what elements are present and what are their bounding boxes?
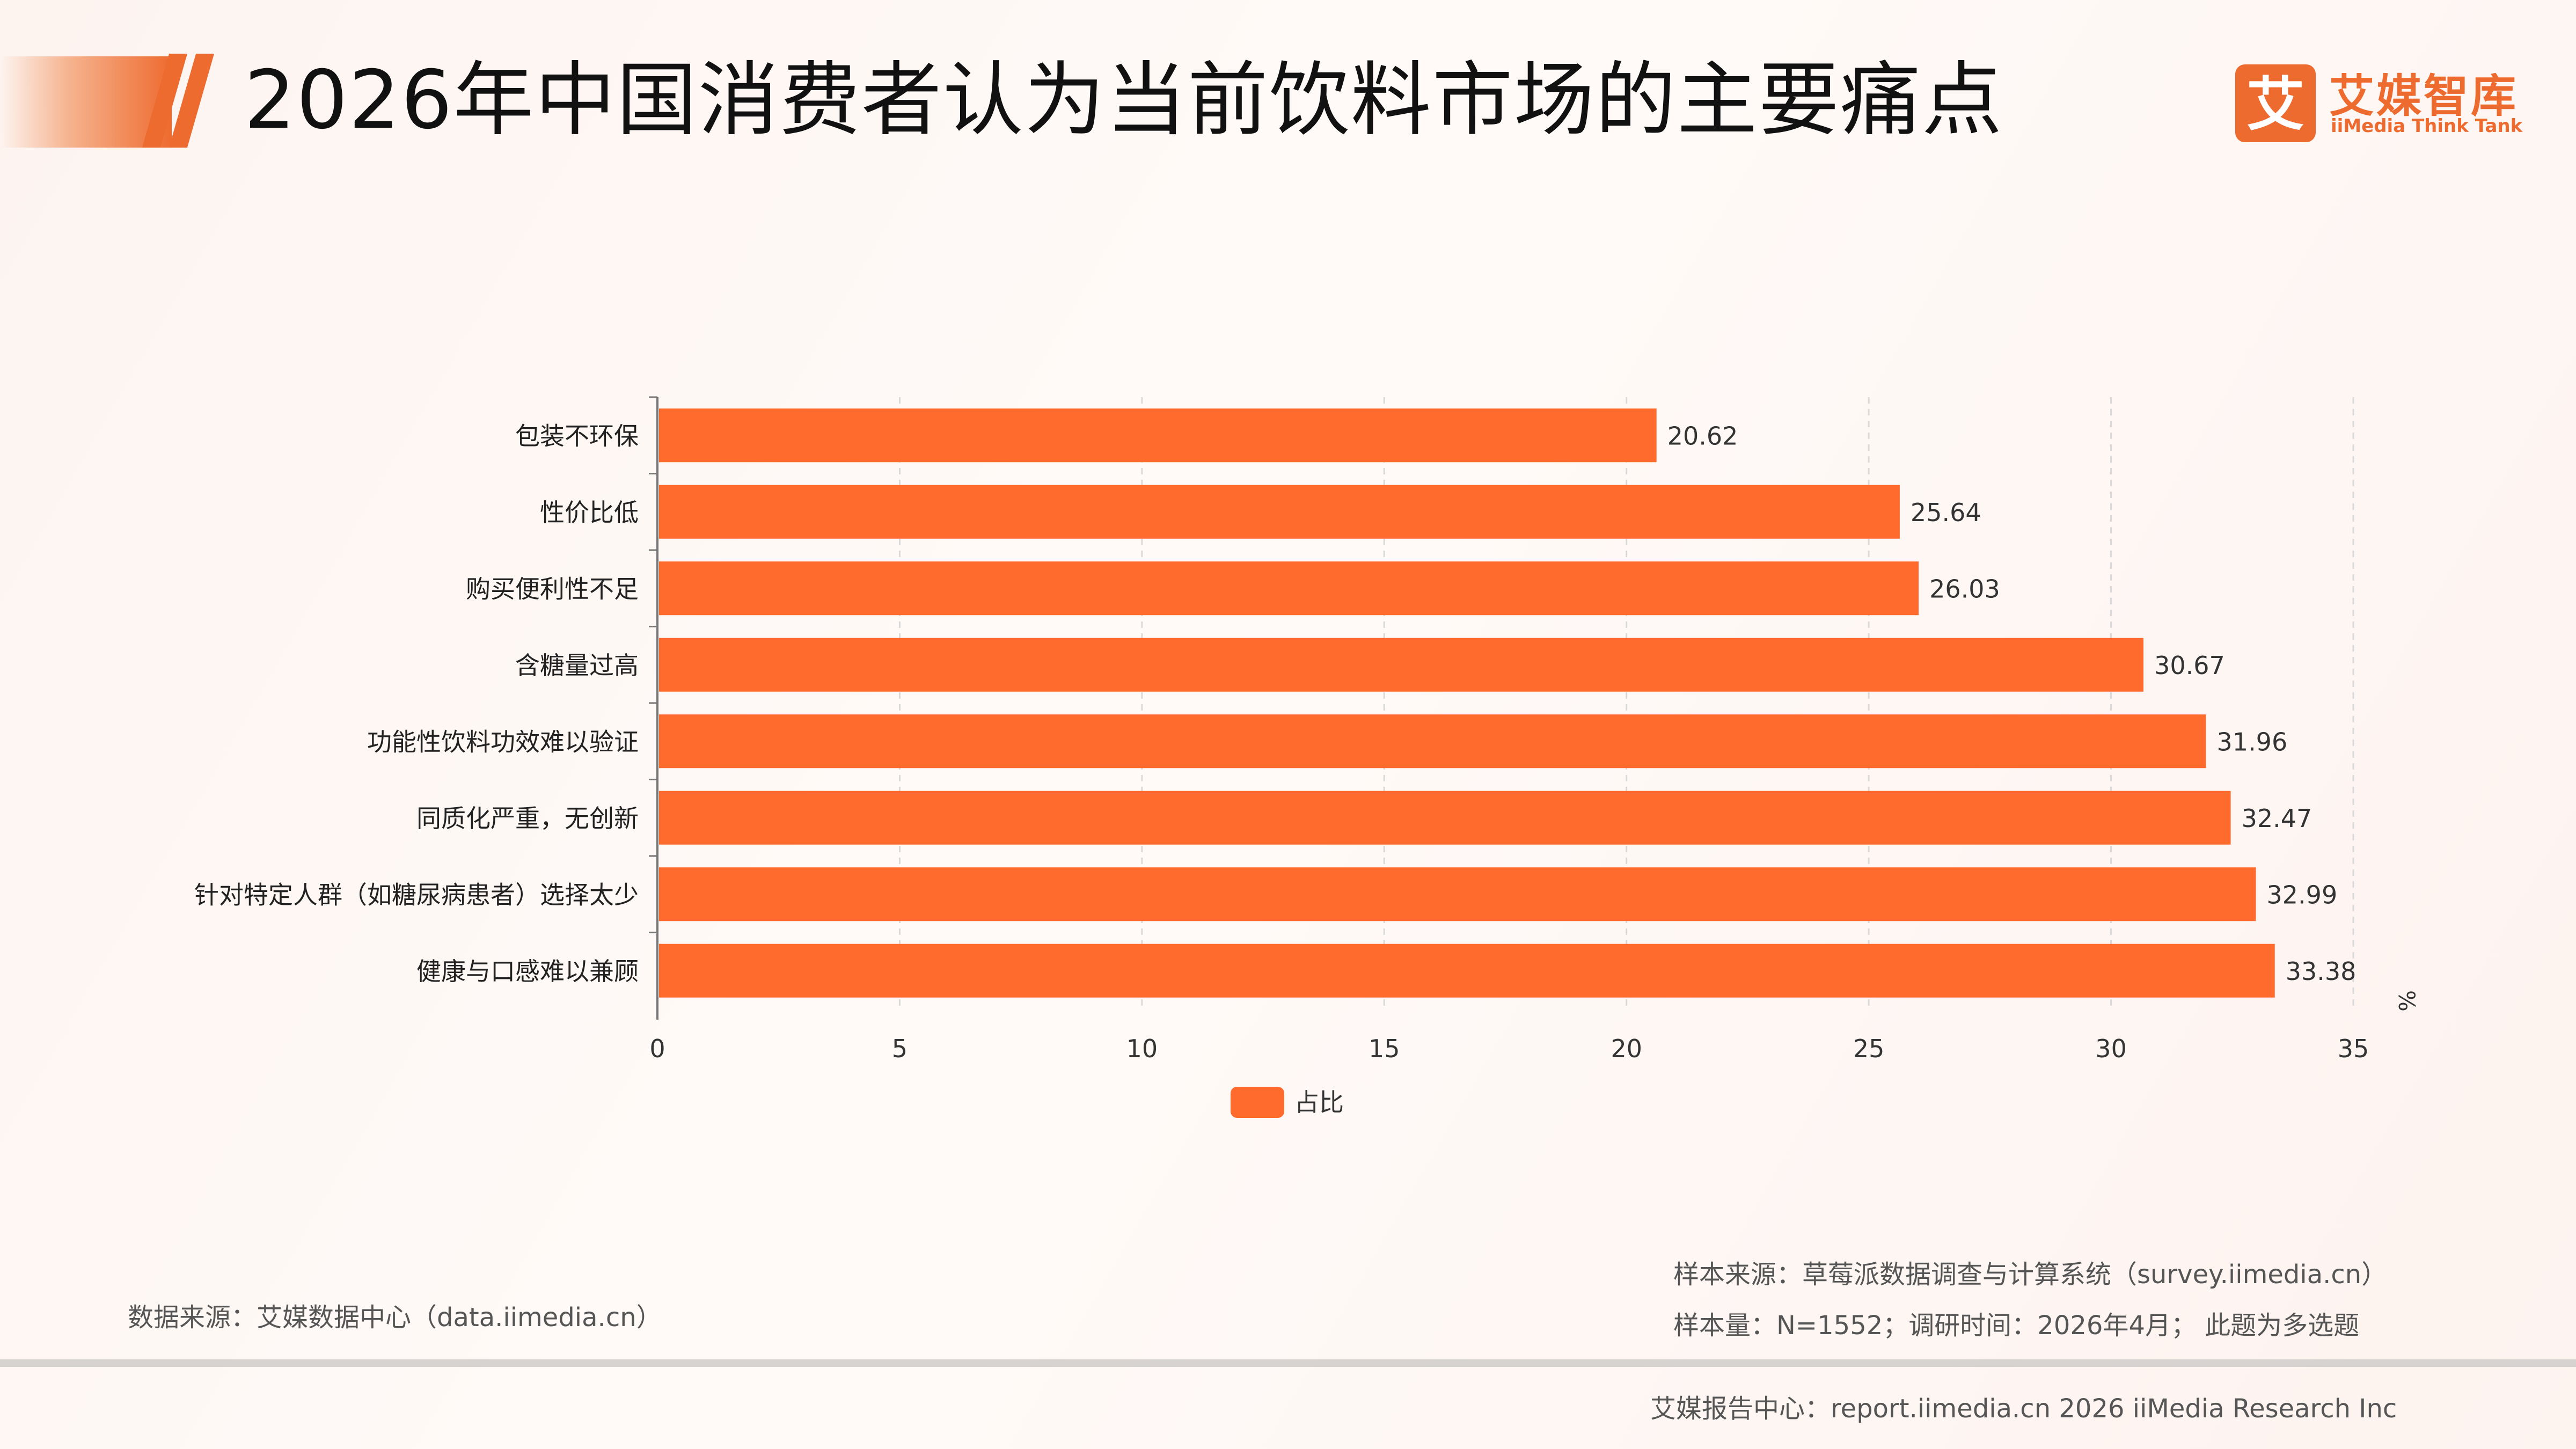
x-tick-label: 30 xyxy=(2095,1034,2127,1063)
svg-text:艾: 艾 xyxy=(2246,71,2304,138)
category-label: 性价比低 xyxy=(540,498,639,527)
value-label: 32.47 xyxy=(2242,804,2312,833)
title-accent-band xyxy=(0,56,172,148)
legend-label: 占比 xyxy=(1294,1088,1344,1117)
logo-name: 艾媒智库 xyxy=(2329,70,2519,122)
data-source-note: 数据来源：艾媒数据中心（data.iimedia.cn） xyxy=(128,1302,662,1333)
iimedia-logo-icon: 艾 xyxy=(2235,64,2316,142)
bar xyxy=(659,408,1657,463)
bar xyxy=(659,561,1919,616)
bar xyxy=(659,943,2275,998)
chart-axes: 0 5 10 15 20 25 30 35% 包装不环保性价比低购买便利性不足含糖量过高功能性饮… xyxy=(194,396,2420,1063)
x-tick-label: 20 xyxy=(1611,1034,1642,1063)
value-label: 26.03 xyxy=(1929,574,2000,603)
bar xyxy=(659,638,2144,692)
report-center-note: 艾媒报告中心：report.iimedia.cn 2026 iiMedia Re… xyxy=(1650,1394,2397,1424)
chart-legend: 占比 xyxy=(1231,1087,1344,1118)
x-tick-label: 35 xyxy=(2338,1034,2369,1063)
sample-size-note: 样本量：N=1552；调研时间：2026年4月； 此题为多选题 xyxy=(1673,1311,2360,1341)
category-label: 健康与口感难以兼顾 xyxy=(416,957,639,986)
value-label: 20.62 xyxy=(1667,421,1738,450)
value-label: 30.67 xyxy=(2154,651,2225,680)
x-tick-label: 0 xyxy=(649,1034,665,1063)
footer-divider xyxy=(0,1359,2576,1367)
category-label: 同质化严重，无创新 xyxy=(416,804,639,833)
category-label: 含糖量过高 xyxy=(515,651,639,680)
bar xyxy=(659,485,1900,539)
category-label: 购买便利性不足 xyxy=(466,574,639,603)
value-label: 32.99 xyxy=(2267,880,2338,909)
category-label: 针对特定人群（如糖尿病患者）选择太少 xyxy=(194,880,639,909)
value-label: 25.64 xyxy=(1911,498,1981,527)
x-axis-unit: % xyxy=(2394,990,2420,1012)
value-label: 33.38 xyxy=(2286,957,2357,986)
page-title: 2026年中国消费者认为当前饮料市场的主要痛点 xyxy=(244,54,2003,147)
bar xyxy=(659,714,2206,769)
x-tick-label: 25 xyxy=(1853,1034,1885,1063)
category-label: 包装不环保 xyxy=(515,421,639,450)
bar xyxy=(659,791,2231,845)
category-label: 功能性饮料功效难以验证 xyxy=(367,727,639,756)
chart-bars: 20.62 25.64 26.03 30.67 31.96 32.47 32.99 33.38 xyxy=(659,408,2356,998)
legend-swatch xyxy=(1231,1087,1284,1118)
sample-source-note: 样本来源：草莓派数据调查与计算系统（survey.iimedia.cn） xyxy=(1673,1260,2388,1290)
x-tick-label: 15 xyxy=(1368,1034,1400,1063)
x-tick-label: 10 xyxy=(1126,1034,1158,1063)
x-tick-label: 5 xyxy=(892,1034,908,1063)
bar xyxy=(659,867,2256,921)
value-label: 31.96 xyxy=(2217,727,2288,756)
logo-subtitle: iiMedia Think Tank xyxy=(2331,115,2523,137)
